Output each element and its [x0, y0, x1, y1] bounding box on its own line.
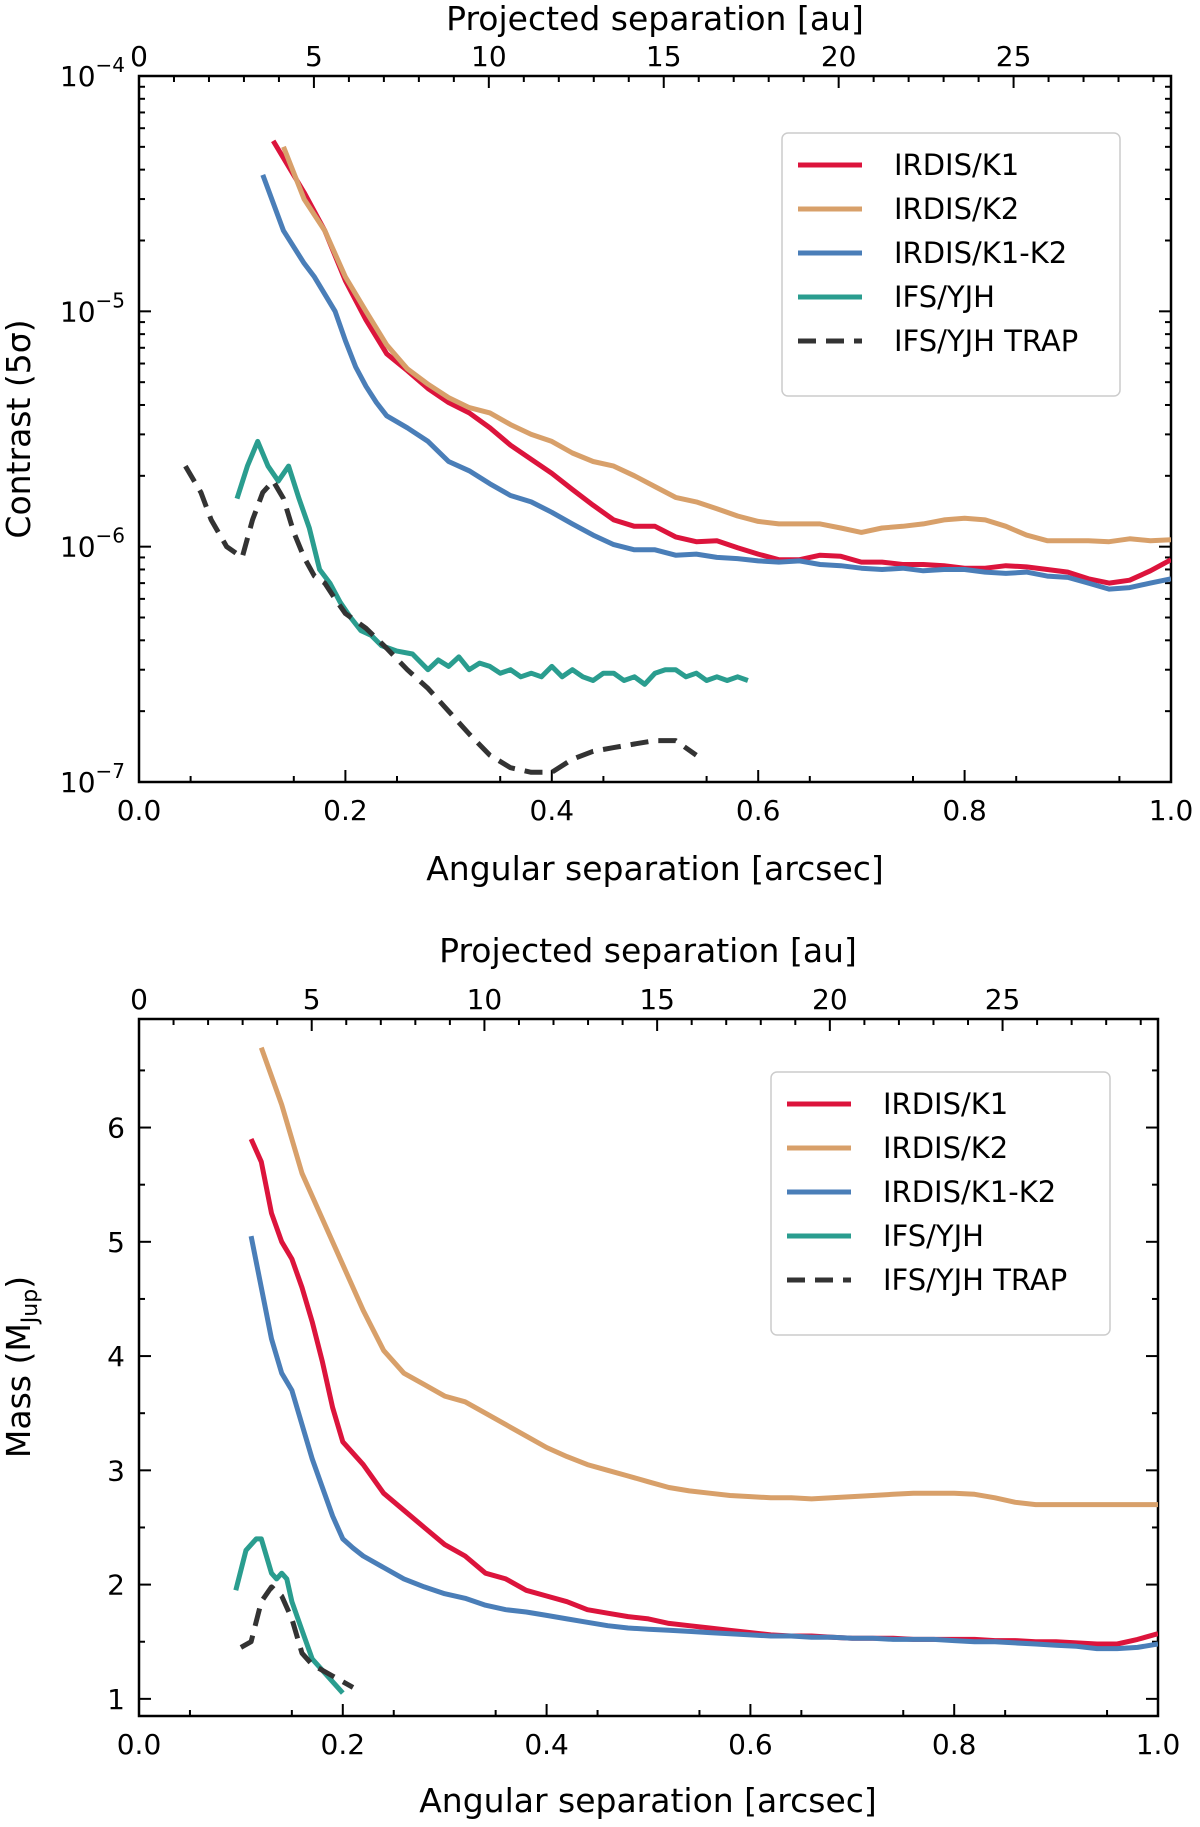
contrast-top-tick-label: 20 — [821, 40, 857, 73]
contrast-legend-box — [781, 132, 1121, 397]
mass-panel: 0.0 0.2 0.4 0.6 0.8 1.0 0 5 10 15 20 25 1 2 3 4 5 6 IRDIS… — [0, 931, 1180, 1820]
mass-top-tick-label: 0 — [130, 983, 148, 1016]
mass-x-axis-label: Angular separation [arcsec] — [419, 1781, 877, 1820]
mass-y-axis-label-close: ) — [0, 1276, 38, 1289]
contrast-top-axis-label: Projected separation [au] — [446, 0, 864, 38]
contrast-y-tick-exp: −6 — [96, 524, 125, 548]
contrast-legend-label-irdis-k1: IRDIS/K1 — [894, 148, 1019, 182]
contrast-y-tick-exp: −7 — [96, 759, 125, 783]
mass-axes-frame — [137, 1017, 1160, 1718]
contrast-y-tick-label: 10−7 — [60, 759, 125, 799]
contrast-series-ifs-yjh — [234, 438, 749, 687]
contrast-x-tick-label: 0.0 — [117, 794, 162, 827]
mass-x-tick-label: 0.8 — [932, 1728, 977, 1761]
mass-top-tick-label: 5 — [303, 983, 321, 1016]
mass-y-tick-label: 2 — [107, 1569, 125, 1602]
mass-x-tick-label: 0.2 — [321, 1728, 366, 1761]
mass-top-tick-label: 10 — [467, 983, 503, 1016]
mass-y-axis-label-sub: Jup — [18, 1289, 43, 1325]
mass-top-tick-label: 25 — [985, 983, 1021, 1016]
mass-y-tick-label: 3 — [107, 1454, 125, 1487]
mass-series-ifs-yjh-trap — [239, 1584, 355, 1690]
mass-y-tick-label: 1 — [107, 1683, 125, 1716]
contrast-x-tick-label: 0.8 — [942, 794, 987, 827]
mass-x-tick-label: 0.6 — [728, 1728, 773, 1761]
mass-y-tick-label: 5 — [107, 1226, 125, 1259]
mass-series-irdis-k1-k2 — [248, 1235, 1158, 1652]
contrast-series-irdis-k1 — [271, 139, 1171, 586]
contrast-x-axis-label: Angular separation [arcsec] — [426, 849, 884, 888]
contrast-top-tick-label: 15 — [646, 40, 682, 73]
contrast-axes-frame — [137, 74, 1173, 784]
contrast-x-tick-label: 0.6 — [736, 794, 781, 827]
mass-legend-label-irdis-k2: IRDIS/K2 — [883, 1131, 1008, 1165]
contrast-legend: IRDIS/K1 IRDIS/K2 IRDIS/K1-K2 IFS/YJH IFS/YJ… — [781, 132, 1121, 397]
mass-top-axis-label: Projected separation [au] — [439, 931, 857, 970]
contrast-top-tick-label: 10 — [471, 40, 507, 73]
mass-x-tick-label: 0.4 — [524, 1728, 569, 1761]
contrast-y-tick-base: 10 — [60, 295, 96, 328]
mass-legend-label-ifs-yjh: IFS/YJH — [883, 1219, 984, 1253]
contrast-y-axis-label-text: Contrast (5σ) — [0, 319, 38, 538]
mass-y-axis-label-text: Mass (M — [0, 1323, 38, 1458]
contrast-y-tick-label: 10−6 — [60, 524, 125, 564]
mass-legend-label-irdis-k1: IRDIS/K1 — [883, 1087, 1008, 1121]
contrast-y-tick-exp: −5 — [96, 288, 125, 312]
contrast-panel: 0.0 0.2 0.4 0.6 0.8 1.00 5 10 15 20 2510−410−510−6… — [0, 0, 1193, 888]
contrast-series-ifs-yjh-trap — [183, 464, 698, 775]
contrast-legend-label-irdis-k2: IRDIS/K2 — [894, 192, 1019, 226]
contrast-top-tick-label: 25 — [996, 40, 1032, 73]
mass-series-irdis-k2 — [258, 1046, 1158, 1508]
mass-y-tick-label: 4 — [107, 1340, 125, 1373]
contrast-y-tick-base: 10 — [60, 60, 96, 93]
contrast-legend-label-irdis-k1-k2: IRDIS/K1-K2 — [894, 236, 1067, 270]
mass-top-tick-label: 15 — [639, 983, 675, 1016]
contrast-series-irdis-k2 — [281, 145, 1171, 545]
mass-y-tick-label: 6 — [107, 1112, 125, 1145]
mass-series-ifs-yjh — [233, 1536, 345, 1695]
mass-legend: IRDIS/K1 IRDIS/K2 IRDIS/K1-K2 IFS/YJH IFS/YJ… — [770, 1071, 1111, 1336]
contrast-y-tick-base: 10 — [60, 531, 96, 564]
contrast-x-tick-label: 0.2 — [323, 794, 368, 827]
contrast-y-tick-label: 10−5 — [60, 288, 125, 328]
contrast-series-irdis-k1-k2 — [260, 174, 1171, 592]
contrast-y-axis-label: Contrast (5σ) — [0, 319, 38, 538]
mass-legend-box — [770, 1071, 1111, 1336]
contrast-y-tick-label: 10−4 — [60, 53, 125, 93]
mass-y-axis-label: Mass (MJup) — [0, 1276, 43, 1458]
mass-x-tick-label: 0.0 — [117, 1728, 162, 1761]
contrast-y-tick-base: 10 — [60, 766, 96, 799]
mass-legend-label-irdis-k1-k2: IRDIS/K1-K2 — [883, 1175, 1056, 1209]
mass-x-tick-label: 1.0 — [1136, 1728, 1181, 1761]
contrast-top-tick-label: 5 — [305, 40, 323, 73]
contrast-x-tick-label: 1.0 — [1149, 794, 1194, 827]
contrast-y-tick-exp: −4 — [96, 53, 125, 77]
contrast-legend-label-ifs-yjh-trap: IFS/YJH TRAP — [894, 324, 1078, 358]
mass-legend-label-ifs-yjh-trap: IFS/YJH TRAP — [883, 1263, 1067, 1297]
mass-top-tick-label: 20 — [812, 983, 848, 1016]
contrast-top-tick-label: 0 — [130, 40, 148, 73]
contrast-x-tick-label: 0.4 — [530, 794, 575, 827]
contrast-legend-label-ifs-yjh: IFS/YJH — [894, 280, 995, 314]
